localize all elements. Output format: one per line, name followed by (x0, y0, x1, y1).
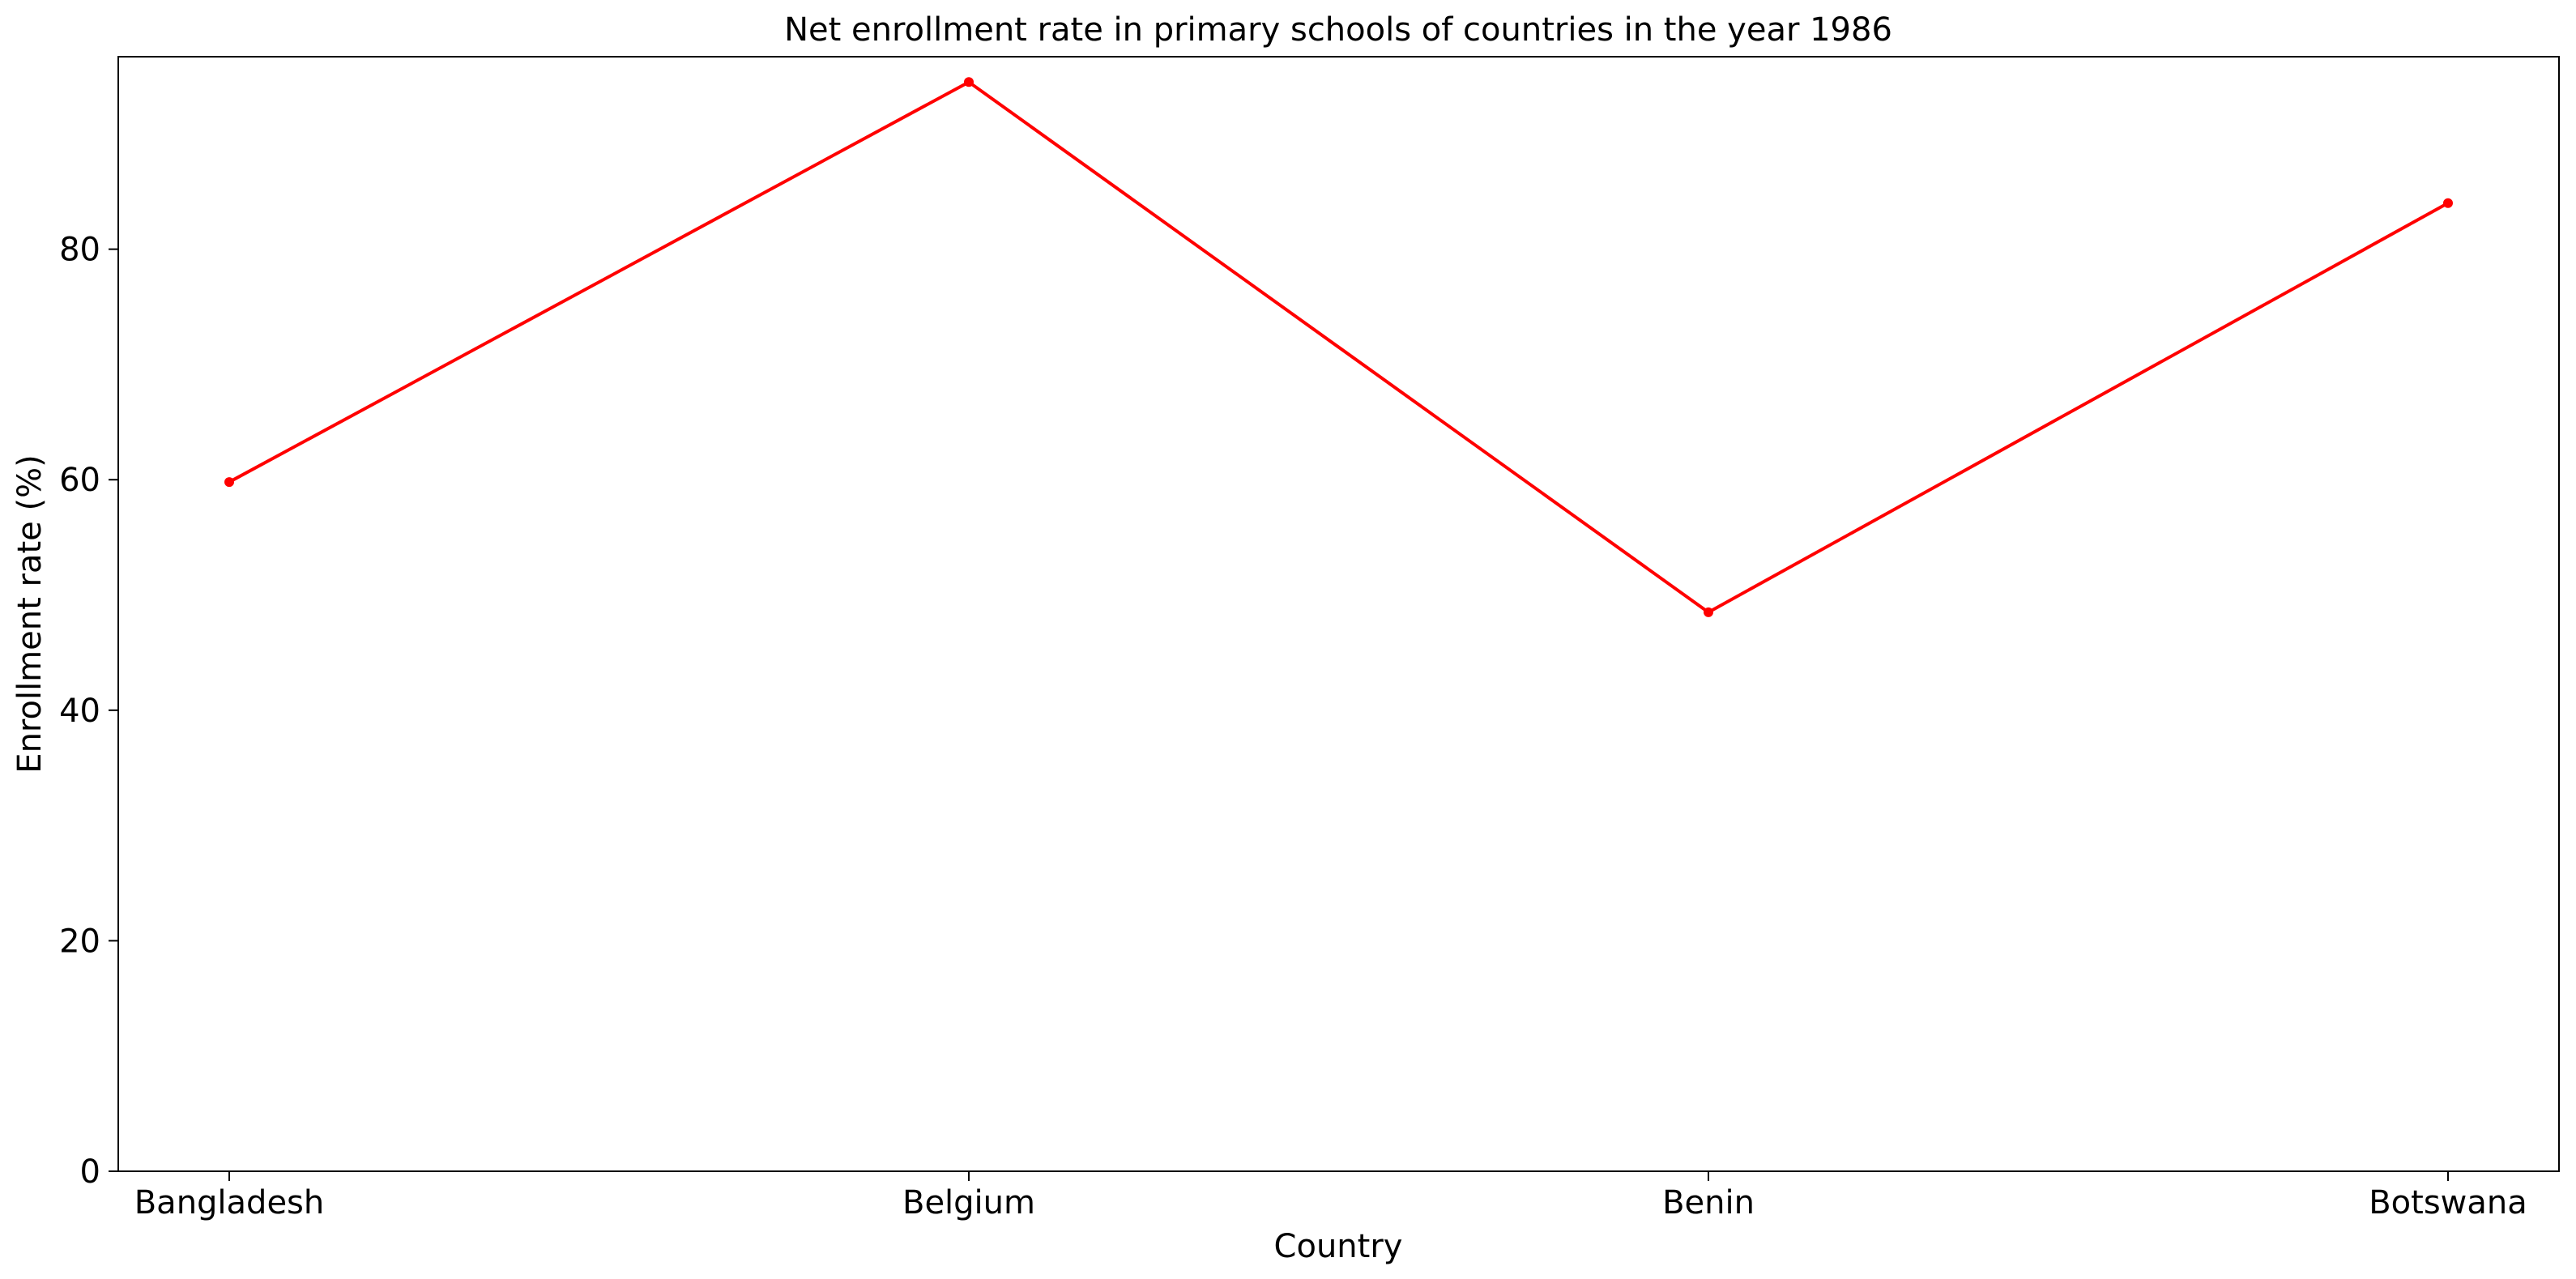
x-axis: Bangladesh Belgium Benin Botswana (134, 1171, 2527, 1221)
y-tick-label: 40 (59, 693, 100, 730)
data-point-bangladesh (224, 477, 234, 488)
y-axis: 0 20 40 60 80 (59, 232, 118, 1191)
x-tick-label: Botswana (2369, 1184, 2527, 1221)
plot-area-frame (117, 56, 2560, 1172)
y-tick-label: 80 (59, 232, 100, 269)
series-points (224, 77, 2453, 617)
x-tick-label: Belgium (902, 1184, 1035, 1221)
y-tick-label: 0 (80, 1153, 100, 1191)
y-axis-label: Enrollment rate (%) (11, 454, 49, 773)
data-point-benin (1704, 607, 1713, 617)
series-line (228, 79, 2449, 615)
x-axis-label: Country (1274, 1228, 1403, 1265)
x-tick-label: Benin (1662, 1184, 1755, 1221)
data-point-belgium (964, 77, 974, 87)
y-tick-label: 20 (59, 923, 100, 960)
x-tick-label: Bangladesh (134, 1184, 325, 1221)
data-point-botswana (2443, 198, 2453, 208)
chart-title: Net enrollment rate in primary schools o… (784, 11, 1892, 49)
y-tick-label: 60 (59, 462, 100, 499)
